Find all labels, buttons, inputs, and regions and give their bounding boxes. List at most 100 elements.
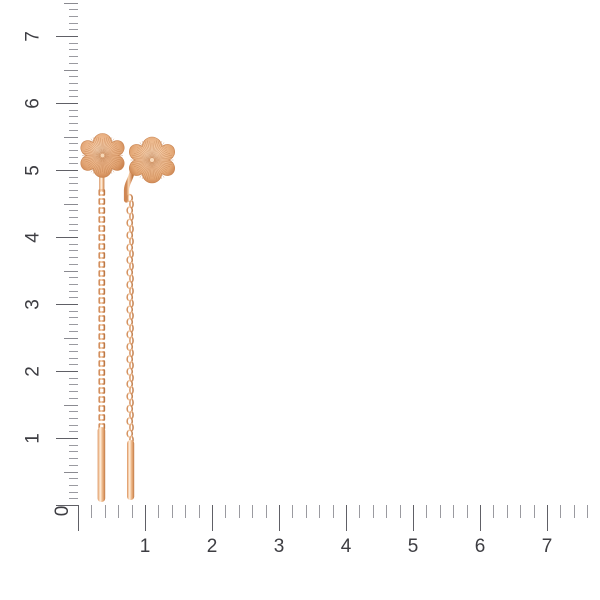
left-flower-ornament (80, 133, 125, 178)
vertical-ruler-minor-tick (64, 136, 78, 138)
chain-link (129, 261, 134, 271)
chain-link (98, 387, 106, 394)
vertical-ruler-major-tick (56, 438, 78, 439)
horizontal-ruler-label: 1 (139, 536, 151, 557)
chain-link (129, 423, 134, 432)
horizontal-ruler-minor-tick (439, 505, 441, 518)
vertical-ruler-major-tick (56, 170, 78, 171)
horizontal-ruler-minor-tick (560, 505, 562, 518)
horizontal-ruler-minor-tick (520, 505, 522, 518)
chain-link (98, 279, 106, 286)
vertical-ruler-label: 2 (22, 366, 44, 377)
vertical-ruler-minor-tick (69, 290, 78, 292)
horizontal-ruler-minor-tick (265, 505, 267, 518)
horizontal-ruler-minor-tick (118, 505, 120, 518)
vertical-ruler-label: 5 (22, 165, 44, 176)
chain-link (126, 255, 133, 265)
chain-link (98, 270, 106, 277)
chain-link (129, 274, 134, 283)
vertical-ruler-minor-tick (69, 176, 78, 178)
vertical-ruler-minor-tick (69, 116, 78, 118)
chain-link (98, 396, 106, 403)
chain-link (129, 311, 134, 321)
horizontal-ruler-minor-tick (332, 505, 334, 518)
vertical-ruler-minor-tick (69, 377, 78, 379)
vertical-ruler-label: 6 (22, 98, 44, 109)
chain-link (129, 286, 134, 296)
horizontal-ruler-minor-tick (91, 505, 93, 518)
chain-link (98, 198, 106, 205)
chain-link (126, 330, 133, 339)
vertical-ruler-minor-tick (69, 210, 78, 212)
chain-link (126, 268, 133, 277)
vertical-ruler-minor-tick (69, 491, 78, 493)
vertical-ruler-minor-tick (64, 270, 78, 272)
vertical-ruler-minor-tick (69, 29, 78, 31)
vertical-ruler-minor-tick (69, 424, 78, 426)
vertical-ruler-minor-tick (69, 109, 78, 111)
vertical-ruler-minor-tick (69, 156, 78, 158)
horizontal-ruler-minor-tick (198, 505, 200, 518)
horizontal-ruler (0, 480, 600, 600)
chain-link (98, 288, 106, 295)
horizontal-ruler-label: 7 (541, 536, 553, 557)
vertical-ruler-minor-tick (69, 42, 78, 44)
vertical-ruler-major-tick (56, 103, 78, 104)
vertical-ruler-minor-tick (69, 330, 78, 332)
chain-link (126, 429, 133, 438)
horizontal-ruler-major-tick (413, 505, 414, 531)
chain-link (129, 212, 134, 221)
vertical-ruler-major-tick (56, 505, 78, 506)
chain-link (98, 423, 106, 430)
vertical-ruler-minor-tick (69, 484, 78, 486)
chain-link (129, 398, 134, 407)
horizontal-ruler-major-tick (346, 505, 347, 531)
vertical-ruler-minor-tick (69, 478, 78, 480)
vertical-ruler-minor-tick (69, 22, 78, 24)
horizontal-ruler-minor-tick (426, 505, 428, 518)
vertical-ruler-minor-tick (69, 62, 78, 64)
vertical-ruler-minor-tick (69, 344, 78, 346)
chain-link (98, 234, 106, 241)
vertical-ruler-minor-tick (69, 149, 78, 151)
vertical-ruler-minor-tick (69, 384, 78, 386)
chain-link (126, 230, 133, 240)
horizontal-ruler-minor-tick (386, 505, 388, 518)
left-earring (80, 133, 125, 502)
vertical-ruler-major-tick (56, 304, 78, 305)
vertical-ruler-minor-tick (69, 190, 78, 192)
vertical-ruler-minor-tick (69, 350, 78, 352)
chain-link (126, 305, 133, 314)
vertical-ruler-minor-tick (69, 458, 78, 460)
chain-link (129, 410, 134, 420)
vertical-ruler-minor-tick (69, 56, 78, 58)
horizontal-ruler-minor-tick (292, 505, 294, 518)
vertical-ruler-minor-tick (64, 203, 78, 205)
vertical-ruler-minor-tick (69, 297, 78, 299)
chain-link (98, 351, 106, 358)
horizontal-ruler-minor-tick (533, 505, 535, 518)
chain-link (129, 348, 134, 358)
horizontal-ruler-minor-tick (573, 505, 575, 518)
horizontal-ruler-major-tick (480, 505, 481, 531)
vertical-ruler-label: 7 (22, 31, 44, 42)
vertical-ruler (0, 0, 80, 600)
chain-link (126, 193, 133, 203)
chain-link (126, 392, 133, 401)
horizontal-ruler-minor-tick (305, 505, 307, 518)
vertical-ruler-minor-tick (64, 337, 78, 339)
vertical-ruler-label: 1 (22, 433, 44, 444)
vertical-ruler-minor-tick (69, 324, 78, 326)
chain-link (126, 342, 133, 352)
horizontal-ruler-minor-tick (372, 505, 374, 518)
vertical-ruler-minor-tick (69, 9, 78, 11)
vertical-ruler-minor-tick (69, 250, 78, 252)
horizontal-ruler-minor-tick (131, 505, 133, 518)
chain-link (98, 207, 106, 214)
horizontal-ruler-major-tick (547, 505, 548, 531)
vertical-ruler-minor-tick (69, 417, 78, 419)
horizontal-ruler-major-tick (212, 505, 213, 531)
horizontal-ruler-major-tick (145, 505, 146, 531)
horizontal-ruler-minor-tick (506, 505, 508, 518)
vertical-ruler-minor-tick (69, 223, 78, 225)
